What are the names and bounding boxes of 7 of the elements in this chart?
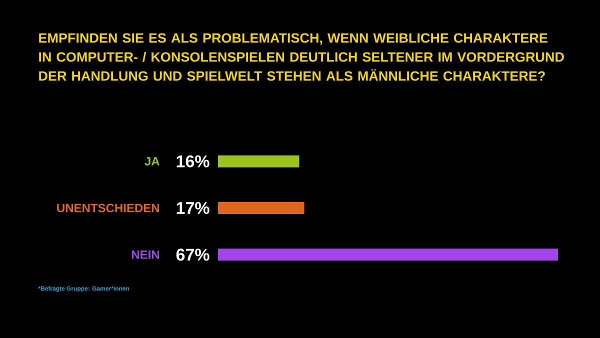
y-tick-label: JA	[144, 157, 160, 166]
data-label: 67%	[176, 248, 210, 261]
y-tick-label: UNENTSCHIEDEN	[57, 204, 159, 212]
y-tick-label: NEIN	[132, 250, 159, 259]
data-label: 17%	[176, 202, 210, 214]
chart-title: EMPFINDEN SIE ES ALS PROBLEMATISCH, WENN WEIBLICHE CHARAKTERE IN COMPUTER- / KONSOLENSPIELEN DEUTLICH SELTENER IM VORDERGRUND DER HANDLUNG UND SPIELWELT STEHEN ALS MÄNNLICHE CHARAKTERE?	[39, 33, 564, 81]
data-label: 16%	[176, 155, 210, 168]
